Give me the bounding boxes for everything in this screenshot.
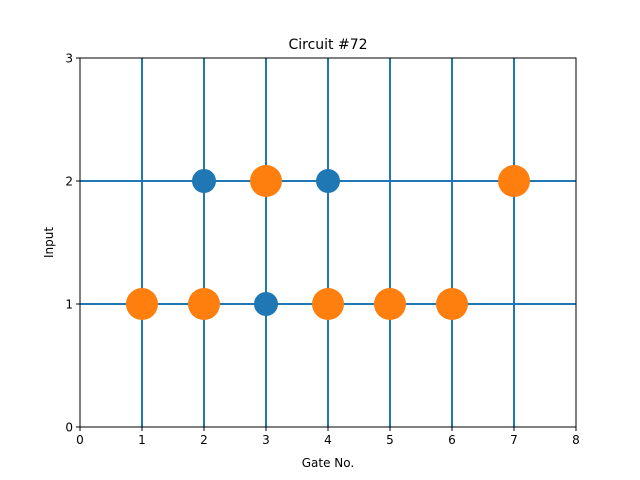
- y-axis-ticks: 0 1 2 3: [65, 52, 80, 435]
- x-tick-label: 1: [138, 433, 146, 447]
- gate-marker-series-2: [126, 288, 158, 320]
- x-tick-label: 3: [262, 433, 270, 447]
- y-tick-label: 0: [65, 421, 73, 435]
- x-axis-label: Gate No.: [302, 456, 354, 470]
- gate-marker-series-2: [188, 288, 220, 320]
- gate-markers: [126, 165, 530, 320]
- gate-marker-series-2: [312, 288, 344, 320]
- x-tick-label: 6: [448, 433, 456, 447]
- x-tick-label: 0: [76, 433, 84, 447]
- y-tick-label: 1: [65, 298, 73, 312]
- x-tick-label: 2: [200, 433, 208, 447]
- x-tick-label: 7: [510, 433, 518, 447]
- gate-marker-series-2: [250, 165, 282, 197]
- y-tick-label: 3: [65, 52, 73, 66]
- gate-marker-series-1: [254, 292, 278, 316]
- x-tick-label: 4: [324, 433, 332, 447]
- chart-title: Circuit #72: [288, 37, 367, 53]
- x-tick-label: 8: [572, 433, 580, 447]
- y-axis-label: Input: [42, 227, 56, 258]
- x-tick-label: 5: [386, 433, 394, 447]
- gate-marker-series-1: [192, 169, 216, 193]
- gate-marker-series-2: [374, 288, 406, 320]
- gate-marker-series-2: [498, 165, 530, 197]
- y-tick-label: 2: [65, 175, 73, 189]
- gate-marker-series-2: [436, 288, 468, 320]
- gate-marker-series-1: [316, 169, 340, 193]
- x-axis-ticks: 0 1 2 3 4 5 6 7 8: [76, 427, 580, 447]
